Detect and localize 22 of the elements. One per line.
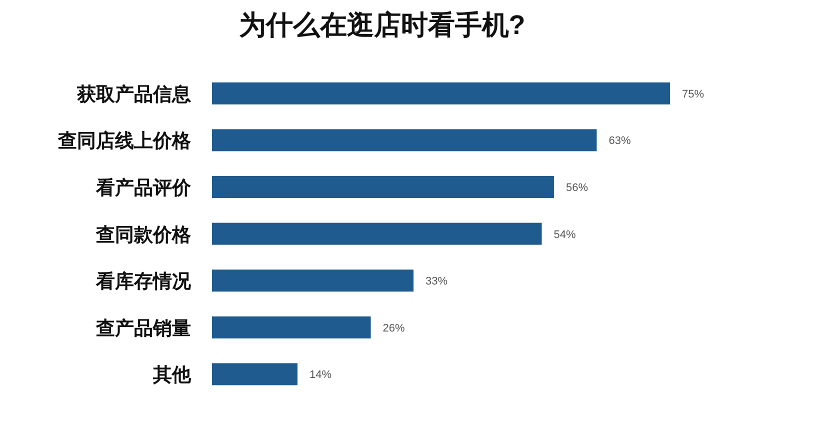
bar <box>212 176 554 198</box>
y-tick-label: 查同店线上价格 <box>57 130 192 152</box>
data-label: 63% <box>608 135 631 148</box>
bar <box>212 82 670 104</box>
bar <box>212 222 542 245</box>
y-tick-label: 查产品销量 <box>95 317 191 340</box>
y-tick-label: 其他 <box>152 364 192 386</box>
y-tick-label: 查同款价格 <box>95 224 192 246</box>
bar <box>212 129 597 152</box>
data-label: 54% <box>554 228 576 241</box>
bar <box>212 363 298 386</box>
bar <box>212 316 371 338</box>
chart-title: 为什么在逛店时看手机? <box>238 10 526 40</box>
y-tick-label: 获取产品信息 <box>76 83 191 106</box>
data-label: 75% <box>682 88 704 100</box>
y-tick-label: 看库存情况 <box>95 270 192 293</box>
data-label: 33% <box>426 276 448 288</box>
data-label: 56% <box>566 182 588 194</box>
data-label: 14% <box>309 369 332 382</box>
y-tick-label: 看产品评价 <box>95 177 192 199</box>
data-label: 26% <box>382 322 406 334</box>
bar <box>212 270 414 292</box>
